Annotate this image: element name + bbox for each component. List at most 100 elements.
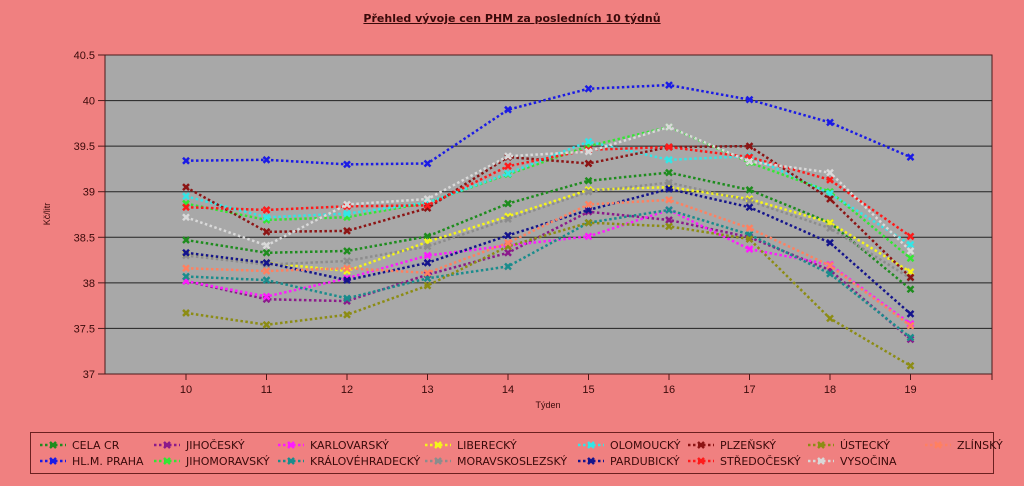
legend-item: JIHOČESKÝ bbox=[153, 438, 245, 452]
data-point-marker bbox=[504, 199, 512, 208]
legend-label: KARLOVARSKÝ bbox=[310, 438, 389, 452]
data-point-marker bbox=[423, 242, 432, 251]
legend-label: KRÁLOVÉHRADECKÝ bbox=[310, 454, 421, 468]
data-point-marker bbox=[504, 105, 512, 114]
legend-item: ÚSTECKÝ bbox=[807, 438, 890, 452]
legend: CELA CR HL.M. PRAHA JIHOČESKÝ JIHOMORAVSKÝ K… bbox=[30, 432, 1003, 474]
data-point-marker bbox=[182, 156, 190, 165]
data-point-marker bbox=[584, 137, 593, 146]
data-point-marker bbox=[906, 309, 915, 318]
x-tick-label: 14 bbox=[502, 384, 514, 396]
data-point-marker bbox=[262, 276, 271, 285]
data-point-marker bbox=[343, 264, 351, 273]
legend-swatch-icon bbox=[808, 457, 834, 465]
data-point-marker bbox=[584, 218, 593, 227]
legend-item: ZLÍNSKÝ bbox=[924, 438, 1003, 452]
series-vyso-ina bbox=[182, 123, 915, 255]
data-point-marker bbox=[906, 333, 915, 342]
gridlines bbox=[105, 100, 992, 329]
data-point-marker bbox=[665, 123, 673, 131]
data-point-marker bbox=[343, 294, 351, 303]
data-point-marker bbox=[826, 261, 834, 270]
data-point-marker bbox=[826, 238, 834, 247]
legend-item: CELA CR bbox=[39, 438, 119, 452]
y-tick-label: 39 bbox=[83, 187, 95, 199]
data-point-marker bbox=[182, 192, 190, 201]
data-point-marker bbox=[262, 292, 271, 301]
data-point-marker bbox=[665, 206, 673, 214]
legend-label: STŘEDOČESKÝ bbox=[720, 454, 801, 468]
data-point-marker bbox=[745, 142, 754, 151]
legend-item: OLOMOUCKÝ bbox=[577, 438, 680, 452]
legend-label: ZLÍNSKÝ bbox=[957, 438, 1003, 452]
data-point-marker bbox=[504, 231, 512, 240]
legend-label: JIHOMORAVSKÝ bbox=[186, 454, 270, 468]
data-point-marker bbox=[584, 200, 593, 209]
data-point-marker bbox=[423, 159, 432, 168]
legend-label: HL.M. PRAHA bbox=[72, 454, 144, 468]
data-point-marker bbox=[745, 186, 754, 194]
data-point-marker bbox=[343, 257, 351, 265]
legend-item: KARLOVARSKÝ bbox=[277, 438, 389, 452]
data-point-marker bbox=[745, 224, 754, 233]
data-point-marker bbox=[906, 285, 915, 294]
x-tick-label: 19 bbox=[904, 384, 916, 396]
data-point-marker bbox=[182, 203, 190, 212]
series-line bbox=[185, 83, 911, 166]
y-axis-title: Kč/litr bbox=[42, 203, 52, 226]
data-point-marker bbox=[745, 196, 754, 205]
legend-swatch-icon bbox=[425, 441, 451, 449]
data-point-marker bbox=[262, 241, 271, 250]
legend-item: LIBERECKÝ bbox=[424, 438, 517, 452]
legend-item: PLZEŇSKÝ bbox=[687, 438, 776, 452]
y-tick-label: 40.5 bbox=[74, 50, 95, 62]
data-point-marker bbox=[343, 202, 351, 211]
data-point-marker bbox=[262, 248, 271, 257]
series-line bbox=[185, 187, 912, 315]
x-tick-label: 12 bbox=[341, 384, 353, 396]
legend-swatch-icon bbox=[278, 441, 304, 449]
data-point-marker bbox=[584, 159, 593, 168]
data-point-marker bbox=[826, 168, 834, 177]
series-line bbox=[185, 181, 912, 280]
data-point-marker bbox=[665, 216, 673, 224]
series-line bbox=[185, 221, 912, 367]
legend-swatch-icon bbox=[278, 457, 304, 465]
data-point-marker bbox=[343, 200, 351, 209]
series-line bbox=[185, 125, 912, 252]
data-point-marker bbox=[343, 160, 351, 169]
data-point-marker bbox=[665, 178, 673, 187]
x-tick-label: 15 bbox=[582, 384, 594, 396]
data-point-marker bbox=[262, 155, 271, 164]
data-point-marker bbox=[504, 152, 512, 161]
data-point-marker bbox=[182, 264, 190, 273]
data-point-marker bbox=[906, 247, 915, 255]
data-point-marker bbox=[906, 240, 915, 249]
legend-label: CELA CR bbox=[72, 438, 120, 452]
y-tick-label: 37.5 bbox=[74, 323, 95, 335]
series-line bbox=[185, 210, 912, 341]
series-line bbox=[185, 208, 912, 325]
data-point-marker bbox=[423, 195, 432, 203]
legend-item: KRÁLOVÉHRADECKÝ bbox=[277, 454, 420, 468]
legend-swatch-icon bbox=[688, 441, 714, 449]
data-point-marker bbox=[665, 155, 673, 164]
data-point-marker bbox=[826, 195, 834, 203]
legend-label: OLOMOUCKÝ bbox=[610, 438, 681, 452]
x-tick-label: 11 bbox=[261, 384, 272, 396]
data-point-marker bbox=[906, 153, 915, 161]
data-point-marker bbox=[343, 276, 351, 285]
data-point-marker bbox=[504, 169, 512, 178]
y-tick-label: 38.5 bbox=[74, 232, 95, 244]
legend-label: LIBERECKÝ bbox=[457, 438, 517, 452]
x-tick-label: 18 bbox=[824, 384, 836, 396]
legend-swatch-icon bbox=[425, 457, 451, 465]
data-point-marker bbox=[906, 319, 915, 328]
data-point-marker bbox=[504, 238, 512, 247]
y-tick-label: 40 bbox=[83, 96, 95, 108]
x-axis: 10 11 12 13 14 15 16 17 18 19 bbox=[180, 374, 993, 396]
x-axis-title: Týden bbox=[535, 400, 560, 410]
data-point-marker bbox=[665, 168, 673, 177]
series-line bbox=[185, 198, 912, 327]
